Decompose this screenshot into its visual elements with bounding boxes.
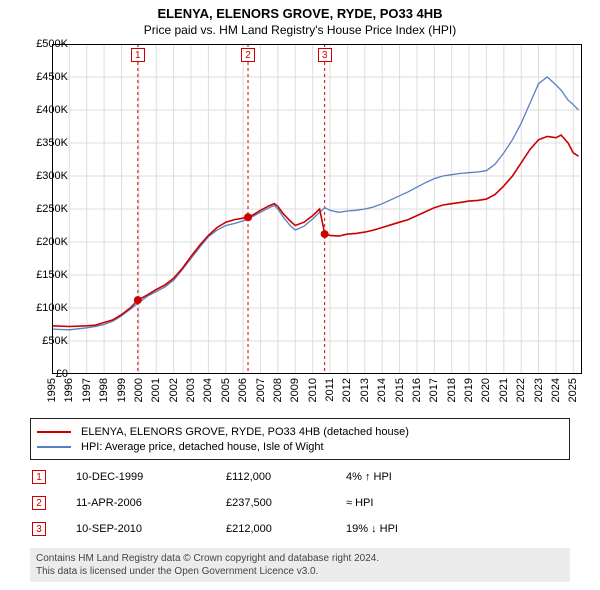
x-axis-label: 2005 xyxy=(220,378,232,402)
x-axis-label: 2011 xyxy=(324,378,336,402)
x-axis-label: 2012 xyxy=(341,378,353,402)
x-axis-label: 2007 xyxy=(255,378,267,402)
title-sub: Price paid vs. HM Land Registry's House … xyxy=(0,21,600,37)
transaction-date: 11-APR-2006 xyxy=(76,497,226,509)
legend-swatch-property xyxy=(37,431,71,433)
x-axis-label: 2000 xyxy=(133,378,145,402)
legend-label: HPI: Average price, detached house, Isle… xyxy=(81,441,324,453)
y-axis-label: £450K xyxy=(24,71,68,83)
license-line: Contains HM Land Registry data © Crown c… xyxy=(36,552,564,565)
transaction-row: 1 10-DEC-1999 £112,000 4% ↑ HPI xyxy=(30,464,570,490)
x-axis-label: 2019 xyxy=(463,378,475,402)
chart-svg xyxy=(52,44,582,374)
y-axis-label: £100K xyxy=(24,302,68,314)
x-axis-label: 2004 xyxy=(202,378,214,402)
x-axis-label: 1999 xyxy=(116,378,128,402)
x-axis-label: 1998 xyxy=(98,378,110,402)
transaction-date: 10-DEC-1999 xyxy=(76,471,226,483)
y-axis-label: £500K xyxy=(24,38,68,50)
x-axis-label: 2003 xyxy=(185,378,197,402)
x-axis-label: 2008 xyxy=(272,378,284,402)
flag-marker: 2 xyxy=(241,48,255,62)
transaction-price: £237,500 xyxy=(226,497,346,509)
transaction-price: £112,000 xyxy=(226,471,346,483)
flag-marker: 1 xyxy=(131,48,145,62)
x-axis-label: 2017 xyxy=(428,378,440,402)
transaction-date: 10-SEP-2010 xyxy=(76,523,226,535)
transaction-row: 2 11-APR-2006 £237,500 ≈ HPI xyxy=(30,490,570,516)
x-axis-label: 2023 xyxy=(533,378,545,402)
x-axis-label: 2013 xyxy=(359,378,371,402)
x-axis-label: 2015 xyxy=(394,378,406,402)
license-line: This data is licensed under the Open Gov… xyxy=(36,565,564,578)
legend-label: ELENYA, ELENORS GROVE, RYDE, PO33 4HB (d… xyxy=(81,426,409,438)
x-axis-label: 1996 xyxy=(63,378,75,402)
chart-container: ELENYA, ELENORS GROVE, RYDE, PO33 4HB Pr… xyxy=(0,0,600,590)
y-axis-label: £400K xyxy=(24,104,68,116)
transaction-row: 3 10-SEP-2010 £212,000 19% ↓ HPI xyxy=(30,516,570,542)
chart-area xyxy=(52,44,582,374)
x-axis-label: 2022 xyxy=(515,378,527,402)
x-axis-label: 2018 xyxy=(446,378,458,402)
legend-row: ELENYA, ELENORS GROVE, RYDE, PO33 4HB (d… xyxy=(37,424,563,439)
x-axis-label: 2010 xyxy=(307,378,319,402)
transaction-marker: 1 xyxy=(32,470,46,484)
x-axis-label: 1997 xyxy=(81,378,93,402)
license-box: Contains HM Land Registry data © Crown c… xyxy=(30,548,570,582)
legend-swatch-hpi xyxy=(37,446,71,448)
y-axis-label: £200K xyxy=(24,236,68,248)
x-axis-label: 2020 xyxy=(480,378,492,402)
x-axis-label: 2001 xyxy=(150,378,162,402)
y-axis-label: £250K xyxy=(24,203,68,215)
legend-row: HPI: Average price, detached house, Isle… xyxy=(37,439,563,454)
x-axis-label: 2014 xyxy=(376,378,388,402)
flag-marker: 3 xyxy=(318,48,332,62)
transaction-marker: 2 xyxy=(32,496,46,510)
transaction-price: £212,000 xyxy=(226,523,346,535)
x-axis-label: 2021 xyxy=(498,378,510,402)
transaction-diff: 4% ↑ HPI xyxy=(346,471,570,483)
x-axis-label: 2024 xyxy=(550,378,562,402)
x-axis-label: 2002 xyxy=(168,378,180,402)
y-axis-label: £150K xyxy=(24,269,68,281)
x-axis-label: 2006 xyxy=(237,378,249,402)
y-axis-label: £50K xyxy=(24,335,68,347)
transaction-diff: ≈ HPI xyxy=(346,497,570,509)
y-axis-label: £300K xyxy=(24,170,68,182)
x-axis-label: 1995 xyxy=(46,378,58,402)
transaction-diff: 19% ↓ HPI xyxy=(346,523,570,535)
legend-box: ELENYA, ELENORS GROVE, RYDE, PO33 4HB (d… xyxy=(30,418,570,460)
transaction-marker: 3 xyxy=(32,522,46,536)
transactions-table: 1 10-DEC-1999 £112,000 4% ↑ HPI 2 11-APR… xyxy=(30,464,570,542)
x-axis-label: 2009 xyxy=(289,378,301,402)
y-axis-label: £350K xyxy=(24,137,68,149)
x-axis-label: 2025 xyxy=(567,378,579,402)
title-main: ELENYA, ELENORS GROVE, RYDE, PO33 4HB xyxy=(0,0,600,21)
x-axis-label: 2016 xyxy=(411,378,423,402)
